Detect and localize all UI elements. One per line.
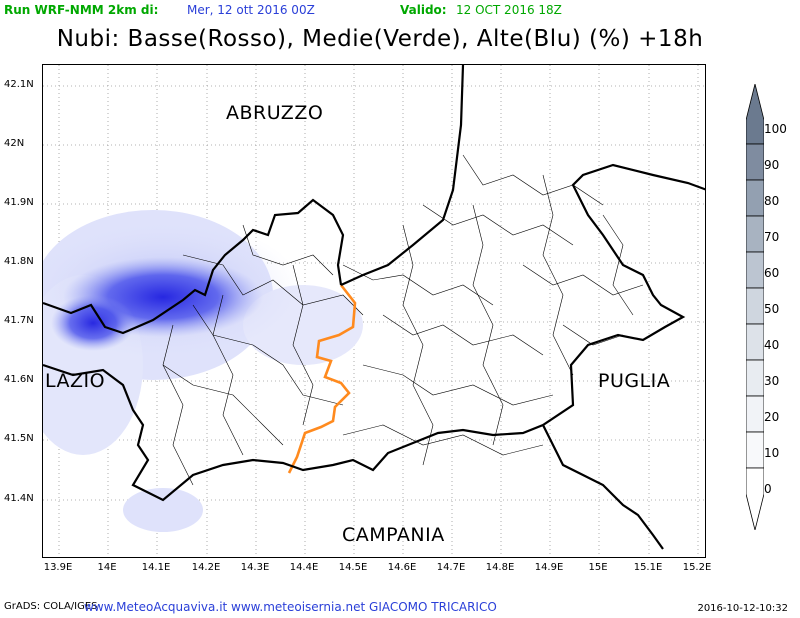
colorbar [746, 84, 764, 530]
colorbar-label: 20 [764, 410, 780, 424]
lon-tick-label: 14.7E [436, 562, 466, 573]
lon-tick-label: 15.2E [682, 562, 712, 573]
generation-date: 2016-10-12-10:32 [697, 603, 788, 614]
lon-tick-label: 14.6E [387, 562, 417, 573]
lon-tick-label: 14.3E [240, 562, 270, 573]
lon-tick-label: 14.8E [485, 562, 515, 573]
lon-tick-label: 15.1E [633, 562, 663, 573]
colorbar-label: 90 [764, 158, 780, 172]
lat-tick-label: 41.7N [4, 315, 34, 326]
valid-label: Valido: [400, 3, 447, 17]
region-label-lazio: LAZIO [45, 370, 106, 392]
high-cloud-field [43, 210, 363, 532]
region-label-puglia: PUGLIA [598, 370, 671, 392]
colorbar-label: 50 [764, 302, 780, 316]
lon-tick-label: 14.1E [141, 562, 171, 573]
lon-tick-label: 14.4E [289, 562, 319, 573]
lat-tick-label: 42N [4, 138, 25, 149]
valid-time: 12 OCT 2016 18Z [456, 3, 562, 17]
site-credit: www.MeteoAcquaviva.it www.meteoisernia.n… [84, 600, 497, 614]
lon-tick-label: 14.2E [191, 562, 221, 573]
map-title: Nubi: Basse(Rosso), Medie(Verde), Alte(B… [56, 26, 704, 52]
colorbar-label: 40 [764, 338, 780, 352]
province-border [287, 284, 357, 474]
lon-tick-label: 14.5E [338, 562, 368, 573]
colorbar-label: 70 [764, 230, 780, 244]
region-borders [43, 65, 705, 550]
lon-tick-label: 13.9E [43, 562, 73, 573]
grid-lines [43, 65, 705, 557]
colorbar-label: 30 [764, 374, 780, 388]
colorbar-label: 100 [764, 122, 787, 136]
colorbar-label: 10 [764, 446, 780, 460]
colorbar-label: 60 [764, 266, 780, 280]
lat-tick-label: 41.9N [4, 197, 34, 208]
colorbar-label: 0 [764, 482, 772, 496]
map-plot [42, 64, 706, 558]
lat-tick-label: 41.5N [4, 433, 34, 444]
lat-tick-label: 41.6N [4, 374, 34, 385]
lat-tick-label: 42.1N [4, 79, 34, 90]
map-canvas [43, 65, 705, 557]
lon-tick-label: 14E [97, 562, 117, 573]
lat-tick-label: 41.4N [4, 493, 34, 504]
region-label-campania: CAMPANIA [342, 524, 445, 546]
run-label: Run WRF-NMM 2km di: [4, 3, 159, 17]
lat-tick-label: 41.8N [4, 256, 34, 267]
municipal-borders [162, 154, 644, 486]
lon-tick-label: 15E [588, 562, 608, 573]
init-time: Mer, 12 ott 2016 00Z [187, 3, 315, 17]
lon-tick-label: 14.9E [534, 562, 564, 573]
colorbar-label: 80 [764, 194, 780, 208]
grads-credit: GrADS: COLA/IGES [4, 601, 98, 612]
region-label-abruzzo: ABRUZZO [226, 102, 324, 124]
